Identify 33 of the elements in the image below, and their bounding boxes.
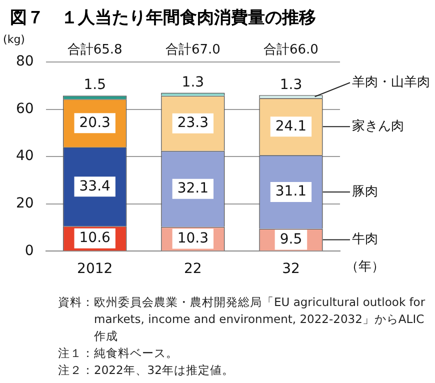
data-label: 24.1 (275, 118, 307, 134)
text: 家きん肉 (352, 118, 404, 134)
y-tick-label: 0 (24, 242, 34, 259)
total-label: 合計66.0 (263, 42, 318, 58)
y-tick-label: 20 (16, 196, 34, 212)
text: 資料：欧州委員会農業・農村開発総局「EU agricultural outlook for markets, income and environment, 2022-2032」からALIC作成 (58, 294, 426, 345)
data-label: 32.1 (177, 180, 208, 197)
total-label: 合計67.0 (165, 42, 220, 58)
x-tick-label: 32 (282, 261, 300, 278)
text: 豚肉 (352, 184, 378, 200)
data-label: 1.3 (182, 74, 204, 90)
data-label: 9.5 (280, 231, 302, 248)
x-axis-title: （年） (346, 260, 384, 275)
y-axis-title: (kg) (3, 32, 25, 46)
data-label: 10.3 (177, 230, 208, 246)
text: 羊肉・山羊肉 (352, 75, 430, 90)
data-label: 23.3 (177, 115, 208, 132)
y-tick-label: 80 (16, 54, 34, 70)
total-label: 合計65.8 (67, 42, 122, 58)
data-label: 20.3 (79, 114, 110, 131)
x-tick-label: 22 (184, 261, 202, 278)
y-tick-label: 40 (16, 148, 34, 164)
y-tick-label: 60 (16, 100, 34, 117)
data-label: 33.4 (79, 178, 111, 194)
data-label: 31.1 (275, 184, 307, 200)
x-tick-label: 2012 (77, 261, 113, 278)
text: 牛肉 (352, 232, 378, 248)
data-label: 10.6 (79, 230, 111, 246)
text: 注２：2022年、32年は推定値。 (58, 362, 235, 379)
text: 注１：純食料ベース。 (58, 345, 179, 362)
chart-title: 図７ １人当たり年間食肉消費量の推移 (9, 7, 317, 30)
data-label: 1.5 (84, 77, 106, 94)
data-label: 1.3 (280, 76, 302, 93)
